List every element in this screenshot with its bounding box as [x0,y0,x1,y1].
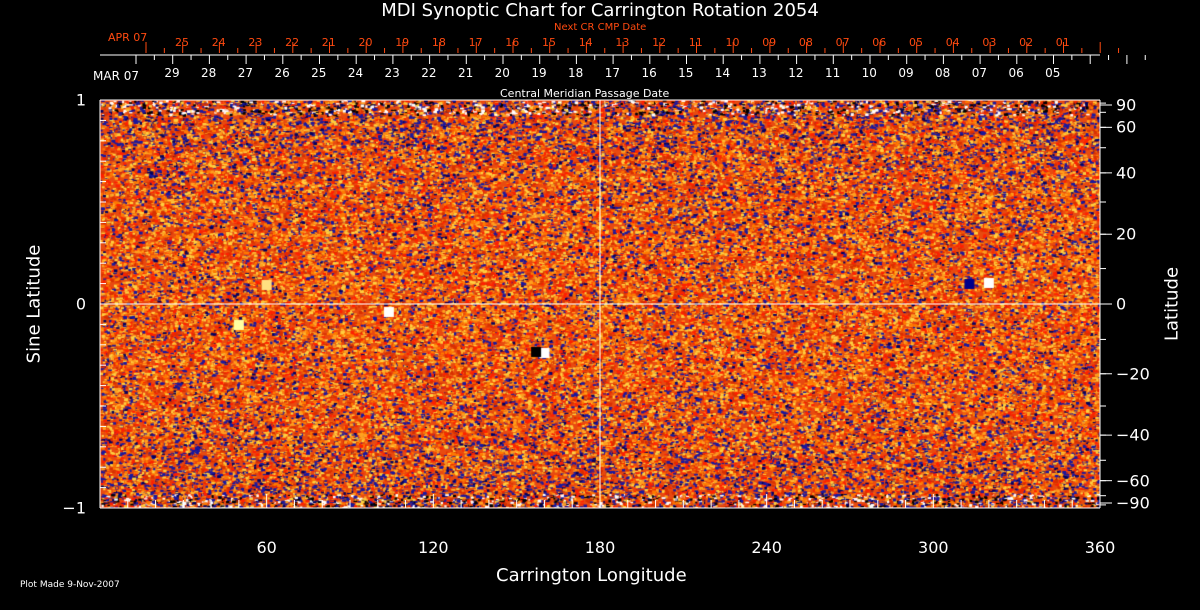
y-axis-label: Sine Latitude [23,244,45,364]
x-tick-label: 60 [256,538,277,557]
cmp-day-label: 12 [788,66,804,80]
cmp-day-label: 29 [164,66,180,80]
x-tick-label: 300 [918,538,949,557]
next-cmp-day-label: 07 [835,36,850,49]
next-cmp-day-label: 22 [285,36,300,49]
next-axis-month: APR 07 [108,31,148,44]
y2-tick-label: 20 [1116,224,1137,244]
next-cmp-day-label: 15 [542,36,556,49]
next-cmp-day-label: 17 [468,36,483,49]
cmp-day-label: 18 [568,66,584,80]
cmp-day-label: 08 [935,66,951,80]
y2-tick-label: 40 [1116,163,1137,183]
x-tick-label: 360 [1084,538,1116,557]
x-tick-label: 240 [751,538,782,557]
top-axis-label: Central Meridian Passage Date [500,87,670,100]
next-cmp-day-label: 24 [211,36,226,49]
x-tick-label: 120 [418,538,449,557]
x-axis-label: Carrington Longitude [496,565,687,586]
x-tick-label: 180 [584,538,616,557]
plot-made-note: Plot Made 9-Nov-2007 [20,580,120,590]
cmp-day-label: 25 [311,66,327,80]
y2-axis-label: Latitude [1161,266,1183,342]
cmp-day-label: 11 [824,66,841,80]
cmp-day-label: 23 [384,66,400,80]
chart-title: MDI Synoptic Chart for Carrington Rotati… [381,0,819,21]
cmp-day-label: 24 [347,66,364,80]
next-cmp-day-label: 05 [909,36,923,49]
cmp-day-label: 09 [898,66,914,80]
cmp-day-label: 22 [421,66,437,80]
cmp-day-label: 14 [714,66,731,80]
next-cmp-day-label: 23 [248,36,263,49]
cmp-day-label: 19 [531,66,547,80]
cmp-day-label: 07 [971,66,988,80]
next-axis-label: Next CR CMP Date [554,22,647,33]
next-cmp-day-label: 21 [321,36,336,49]
y2-tick-label: 0 [1116,294,1127,314]
y2-tick-label: −40 [1116,425,1150,445]
next-cmp-day-label: 04 [945,36,960,49]
cmp-day-label: 16 [641,66,657,80]
y-tick-label: 1 [75,90,86,110]
cmp-day-label: 21 [457,66,474,80]
cmp-day-label: 27 [237,66,254,80]
y2-tick-label: −60 [1116,471,1150,491]
cmp-day-label: 13 [751,66,767,80]
y-tick-label: −1 [62,498,86,518]
next-cmp-day-label: 10 [725,36,740,49]
y-tick-label: 0 [75,294,86,314]
next-cmp-day-label: 16 [505,36,520,49]
y2-tick-label: 90 [1116,95,1137,115]
next-cmp-day-label: 25 [175,36,189,49]
next-cmp-day-label: 13 [615,36,630,49]
top-axis-month: MAR 07 [93,69,139,83]
cmp-day-label: 10 [861,66,877,80]
y2-tick-label: −90 [1116,493,1150,513]
next-cmp-day-label: 01 [1055,36,1070,49]
cmp-day-label: 17 [604,66,621,80]
next-cmp-day-label: 06 [872,36,887,49]
cmp-day-label: 20 [494,66,510,80]
cmp-day-label: 15 [678,66,694,80]
y2-tick-label: −20 [1116,364,1150,384]
cmp-day-label: 28 [201,66,217,80]
next-cmp-day-label: 03 [982,36,997,49]
next-cmp-day-label: 08 [798,36,813,49]
next-cmp-day-label: 02 [1019,36,1034,49]
cmp-day-label: 05 [1045,66,1061,80]
next-cmp-day-label: 18 [431,36,446,49]
next-cmp-day-label: 14 [578,36,593,49]
next-cmp-day-label: 19 [395,36,410,49]
next-cmp-day-label: 11 [688,36,703,49]
cmp-day-label: 06 [1008,66,1024,80]
cmp-day-label: 26 [274,66,290,80]
next-cmp-day-label: 12 [652,36,667,49]
next-cmp-day-label: 20 [358,36,373,49]
next-cmp-day-label: 09 [762,36,777,49]
y2-tick-label: 60 [1116,117,1137,137]
